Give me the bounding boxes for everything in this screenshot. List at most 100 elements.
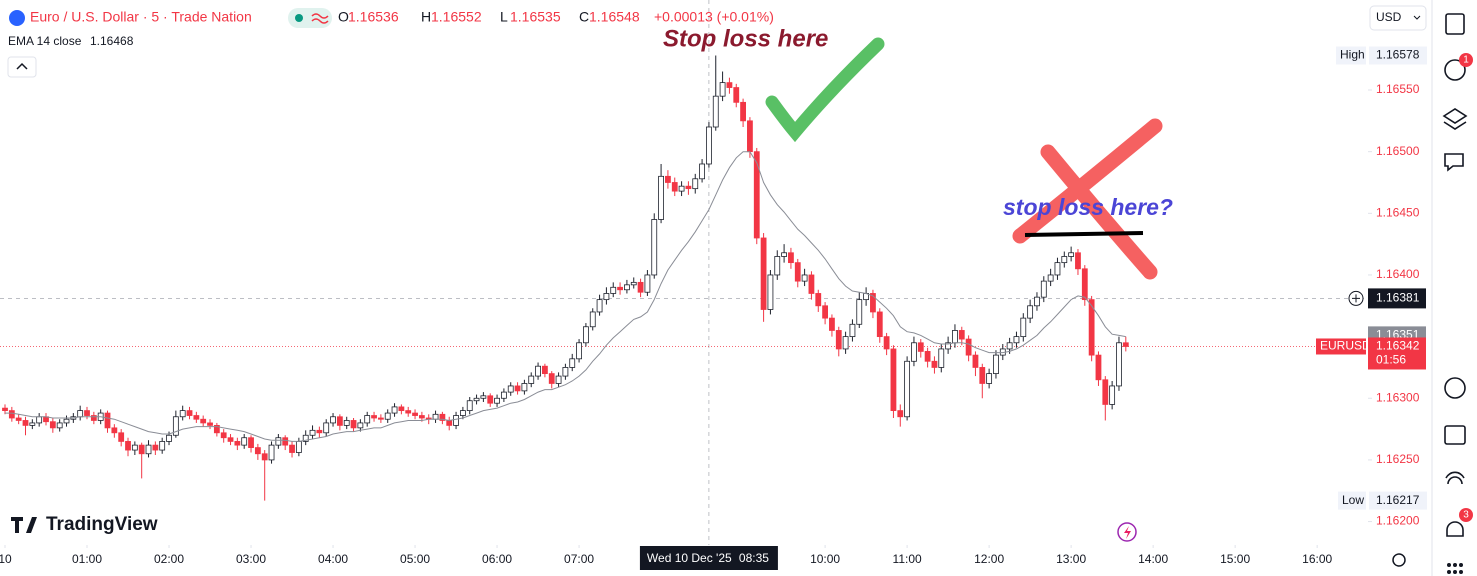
candle-body: [439, 413, 446, 421]
candle-body: [261, 453, 268, 461]
ohlc-value: 1.16552: [431, 9, 482, 25]
candle-body: [152, 444, 159, 451]
candle-body: [179, 410, 186, 418]
x-tick-label: 10: [0, 552, 12, 566]
chat-icon[interactable]: [1444, 153, 1464, 172]
low-value-box: [1369, 491, 1427, 510]
notifications-icon[interactable]: [1446, 521, 1464, 537]
candle-body: [624, 284, 630, 291]
calendar-icon[interactable]: [1444, 425, 1466, 445]
candle-body: [548, 373, 555, 384]
low-label-box: [1338, 491, 1366, 510]
x-tick-label: 04:00: [318, 552, 348, 566]
candle-body: [507, 385, 514, 393]
candle-body: [938, 348, 945, 368]
x-tick-label: 07:00: [564, 552, 594, 566]
collapse-arrow: [16, 62, 28, 70]
x-tick-label: 02:00: [154, 552, 184, 566]
candle-body: [747, 120, 753, 153]
candle-body: [897, 410, 904, 418]
candle-body: [678, 185, 685, 192]
candle-body: [774, 256, 781, 276]
indicator-value: 1.16468: [90, 34, 134, 48]
candle-body: [808, 274, 815, 294]
ohlc-label: H: [421, 9, 431, 25]
y-tick-label: 1.16300: [1376, 390, 1420, 404]
candle-body: [1006, 342, 1013, 350]
candle-body: [815, 293, 822, 307]
last-price: 1.16342: [1376, 339, 1420, 353]
ohlc: O 1.16536 H 1.16552 L 1.16535 C 1.16548 +0.00013…: [338, 9, 774, 25]
last-price-box: [1368, 337, 1426, 370]
y-tick-label: 1.16450: [1376, 205, 1420, 219]
symbol-title: Euro / U.S. Dollar · 5 · Trade Nation: [30, 9, 252, 25]
candle-body: [583, 326, 589, 344]
crosshair-date: Wed 10 Dec '25: [647, 551, 732, 565]
stream-icon[interactable]: [1445, 471, 1465, 485]
crosshair-time: 08:35: [739, 551, 769, 565]
status-pill[interactable]: [288, 8, 332, 28]
candle-body: [726, 82, 733, 88]
candle-body: [1109, 385, 1116, 405]
settings-icon[interactable]: [1392, 553, 1406, 567]
candle-body: [1040, 280, 1047, 298]
candle-body: [295, 441, 302, 453]
cross-mark: [1012, 118, 1163, 280]
candle-body: [172, 416, 179, 436]
candle-body: [596, 299, 603, 313]
badge-text: 3: [1463, 510, 1469, 521]
candle-body: [207, 422, 213, 426]
candle-body: [781, 252, 787, 257]
candle-body: [227, 437, 234, 442]
candle-body: [8, 410, 15, 419]
candle-body: [323, 422, 330, 434]
candle-body: [275, 437, 282, 446]
candle-body: [1116, 342, 1122, 387]
target-icon[interactable]: [1444, 377, 1466, 399]
candle-body: [309, 429, 316, 436]
candle-body: [835, 330, 842, 350]
candle-body: [111, 427, 118, 434]
x-tick-label: 12:00: [974, 552, 1004, 566]
status-icon: [311, 13, 329, 24]
candle-body: [316, 429, 323, 434]
candle-body: [343, 420, 350, 426]
layers-icon[interactable]: [1442, 108, 1468, 130]
ohlc-value: 1.16536: [348, 9, 399, 25]
candle-body: [118, 432, 125, 442]
candle-body: [1122, 342, 1129, 347]
candle-body: [131, 444, 138, 451]
candle-body: [159, 441, 166, 451]
candle-body: [15, 417, 22, 421]
y-tick-label: 1.16550: [1376, 82, 1420, 96]
flash-icon[interactable]: [1117, 522, 1137, 542]
candle-body: [719, 82, 726, 97]
candle-body: [1054, 262, 1061, 276]
candle-body: [1034, 296, 1040, 307]
currency-select[interactable]: [1369, 5, 1427, 31]
candle-body: [336, 416, 343, 426]
x-tick-label: 05:00: [400, 552, 430, 566]
candle-body: [1027, 305, 1034, 319]
candle-body: [870, 293, 876, 313]
candle-body: [794, 262, 801, 282]
x-tick-label: 10:00: [810, 552, 840, 566]
candle-body: [248, 437, 254, 448]
watchlist-icon[interactable]: [1445, 13, 1465, 35]
candle-body: [528, 375, 535, 384]
candle-body: [480, 395, 487, 399]
alerts-icon[interactable]: [1444, 59, 1466, 81]
symbol-icon: [9, 10, 25, 26]
candle-body: [535, 365, 541, 377]
ohlc-label: L: [500, 9, 508, 25]
annotation: Stop loss here: [663, 25, 828, 52]
candle-body: [446, 420, 453, 426]
candle-body: [1095, 354, 1102, 381]
candle-body: [760, 237, 767, 310]
collapse-button[interactable]: [7, 56, 37, 78]
candle-body: [924, 351, 931, 362]
ema-line: [5, 151, 1126, 442]
sidebar: [1433, 0, 1477, 576]
candle-body: [521, 383, 528, 392]
